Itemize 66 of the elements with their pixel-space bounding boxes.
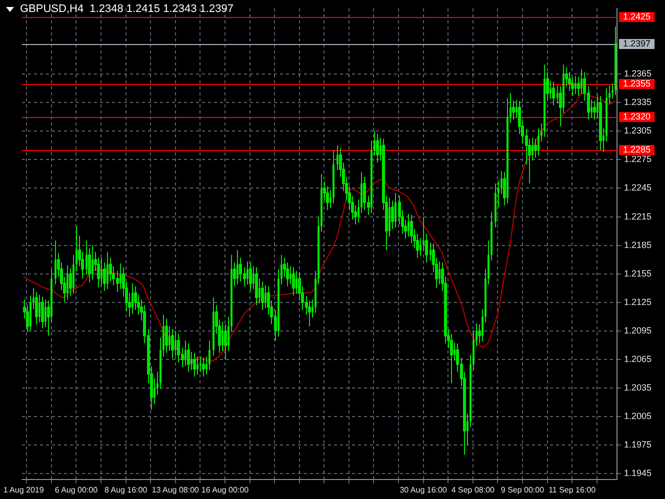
candlestick bbox=[66, 264, 68, 300]
candlestick bbox=[236, 250, 238, 285]
ref-line-label: 1.2397 bbox=[623, 38, 651, 48]
y-tick-label: 1.2215 bbox=[624, 211, 652, 222]
candlestick bbox=[187, 342, 190, 372]
candlestick bbox=[134, 286, 137, 311]
candlestick bbox=[255, 266, 258, 306]
candlestick bbox=[376, 134, 379, 164]
candlestick bbox=[571, 76, 574, 96]
x-tick-label: 4 Sep 08:00 bbox=[451, 485, 496, 494]
candlestick bbox=[568, 72, 571, 92]
candlestick bbox=[54, 240, 56, 285]
y-tick-label: 1.1945 bbox=[624, 468, 652, 478]
y-tick-label: 1.2185 bbox=[624, 240, 652, 250]
y-tick-label: 1.2125 bbox=[624, 296, 652, 307]
candlestick bbox=[41, 296, 44, 329]
candlestick bbox=[308, 300, 311, 327]
ref-line-label: 1.2355 bbox=[623, 78, 651, 88]
x-tick-label: 13 Aug 08:00 bbox=[152, 485, 200, 494]
y-tick-label: 1.1975 bbox=[624, 440, 652, 450]
y-tick-label: 1.2335 bbox=[624, 97, 652, 108]
candlestick bbox=[200, 356, 202, 372]
candlestick bbox=[599, 95, 602, 151]
candlestick bbox=[416, 233, 419, 258]
candlestick bbox=[132, 282, 134, 314]
candlestick bbox=[410, 214, 413, 244]
x-tick-label: 8 Aug 16:00 bbox=[104, 485, 148, 494]
y-tick-label: 1.2275 bbox=[624, 154, 652, 164]
y-tick-label: 1.2365 bbox=[624, 68, 652, 79]
chart-title: GBPUSD,H4 1.2348 1.2415 1.2343 1.2397 bbox=[20, 3, 234, 15]
y-tick-label: 1.2245 bbox=[624, 182, 652, 193]
candlestick bbox=[538, 128, 540, 156]
candlestick bbox=[363, 176, 366, 211]
candlestick bbox=[450, 333, 453, 384]
candlestick bbox=[35, 291, 38, 325]
candlestick bbox=[261, 280, 264, 311]
ref-line-label: 1.2320 bbox=[623, 111, 651, 122]
candlestick bbox=[208, 340, 210, 370]
candlestick bbox=[552, 81, 555, 106]
y-tick-label: 1.2155 bbox=[624, 268, 652, 278]
ref-line-label: 1.2425 bbox=[623, 11, 651, 22]
candlestick bbox=[326, 186, 329, 211]
candlestick bbox=[177, 333, 180, 363]
candlestick bbox=[202, 357, 205, 378]
candlestick bbox=[171, 328, 174, 360]
candlestick bbox=[286, 262, 289, 287]
candlestick bbox=[574, 75, 576, 95]
x-tick-label: 6 Aug 00:00 bbox=[54, 485, 98, 494]
candlestick bbox=[193, 352, 196, 378]
candlestick bbox=[106, 251, 108, 290]
x-tick-label: 9 Sep 00:00 bbox=[500, 485, 545, 494]
candlestick bbox=[92, 244, 94, 280]
candlestick bbox=[292, 266, 295, 296]
x-tick-label: 30 Aug 16:00 bbox=[400, 485, 448, 494]
x-tick-label: 1 Aug 2019 bbox=[3, 485, 44, 494]
y-tick-label: 1.2305 bbox=[624, 126, 652, 136]
y-tick-label: 1.2005 bbox=[624, 411, 652, 422]
x-tick-label: 11 Sep 16:00 bbox=[548, 485, 596, 494]
x-tick-label: 16 Aug 00:00 bbox=[201, 485, 250, 494]
y-tick-label: 1.2035 bbox=[624, 382, 652, 393]
ref-line-label: 1.2285 bbox=[623, 144, 651, 154]
y-tick-label: 1.2065 bbox=[624, 354, 652, 364]
y-tick-label: 1.2095 bbox=[624, 325, 652, 336]
candlestick bbox=[165, 318, 168, 354]
candlestick bbox=[249, 262, 252, 292]
candlestick bbox=[196, 356, 198, 376]
